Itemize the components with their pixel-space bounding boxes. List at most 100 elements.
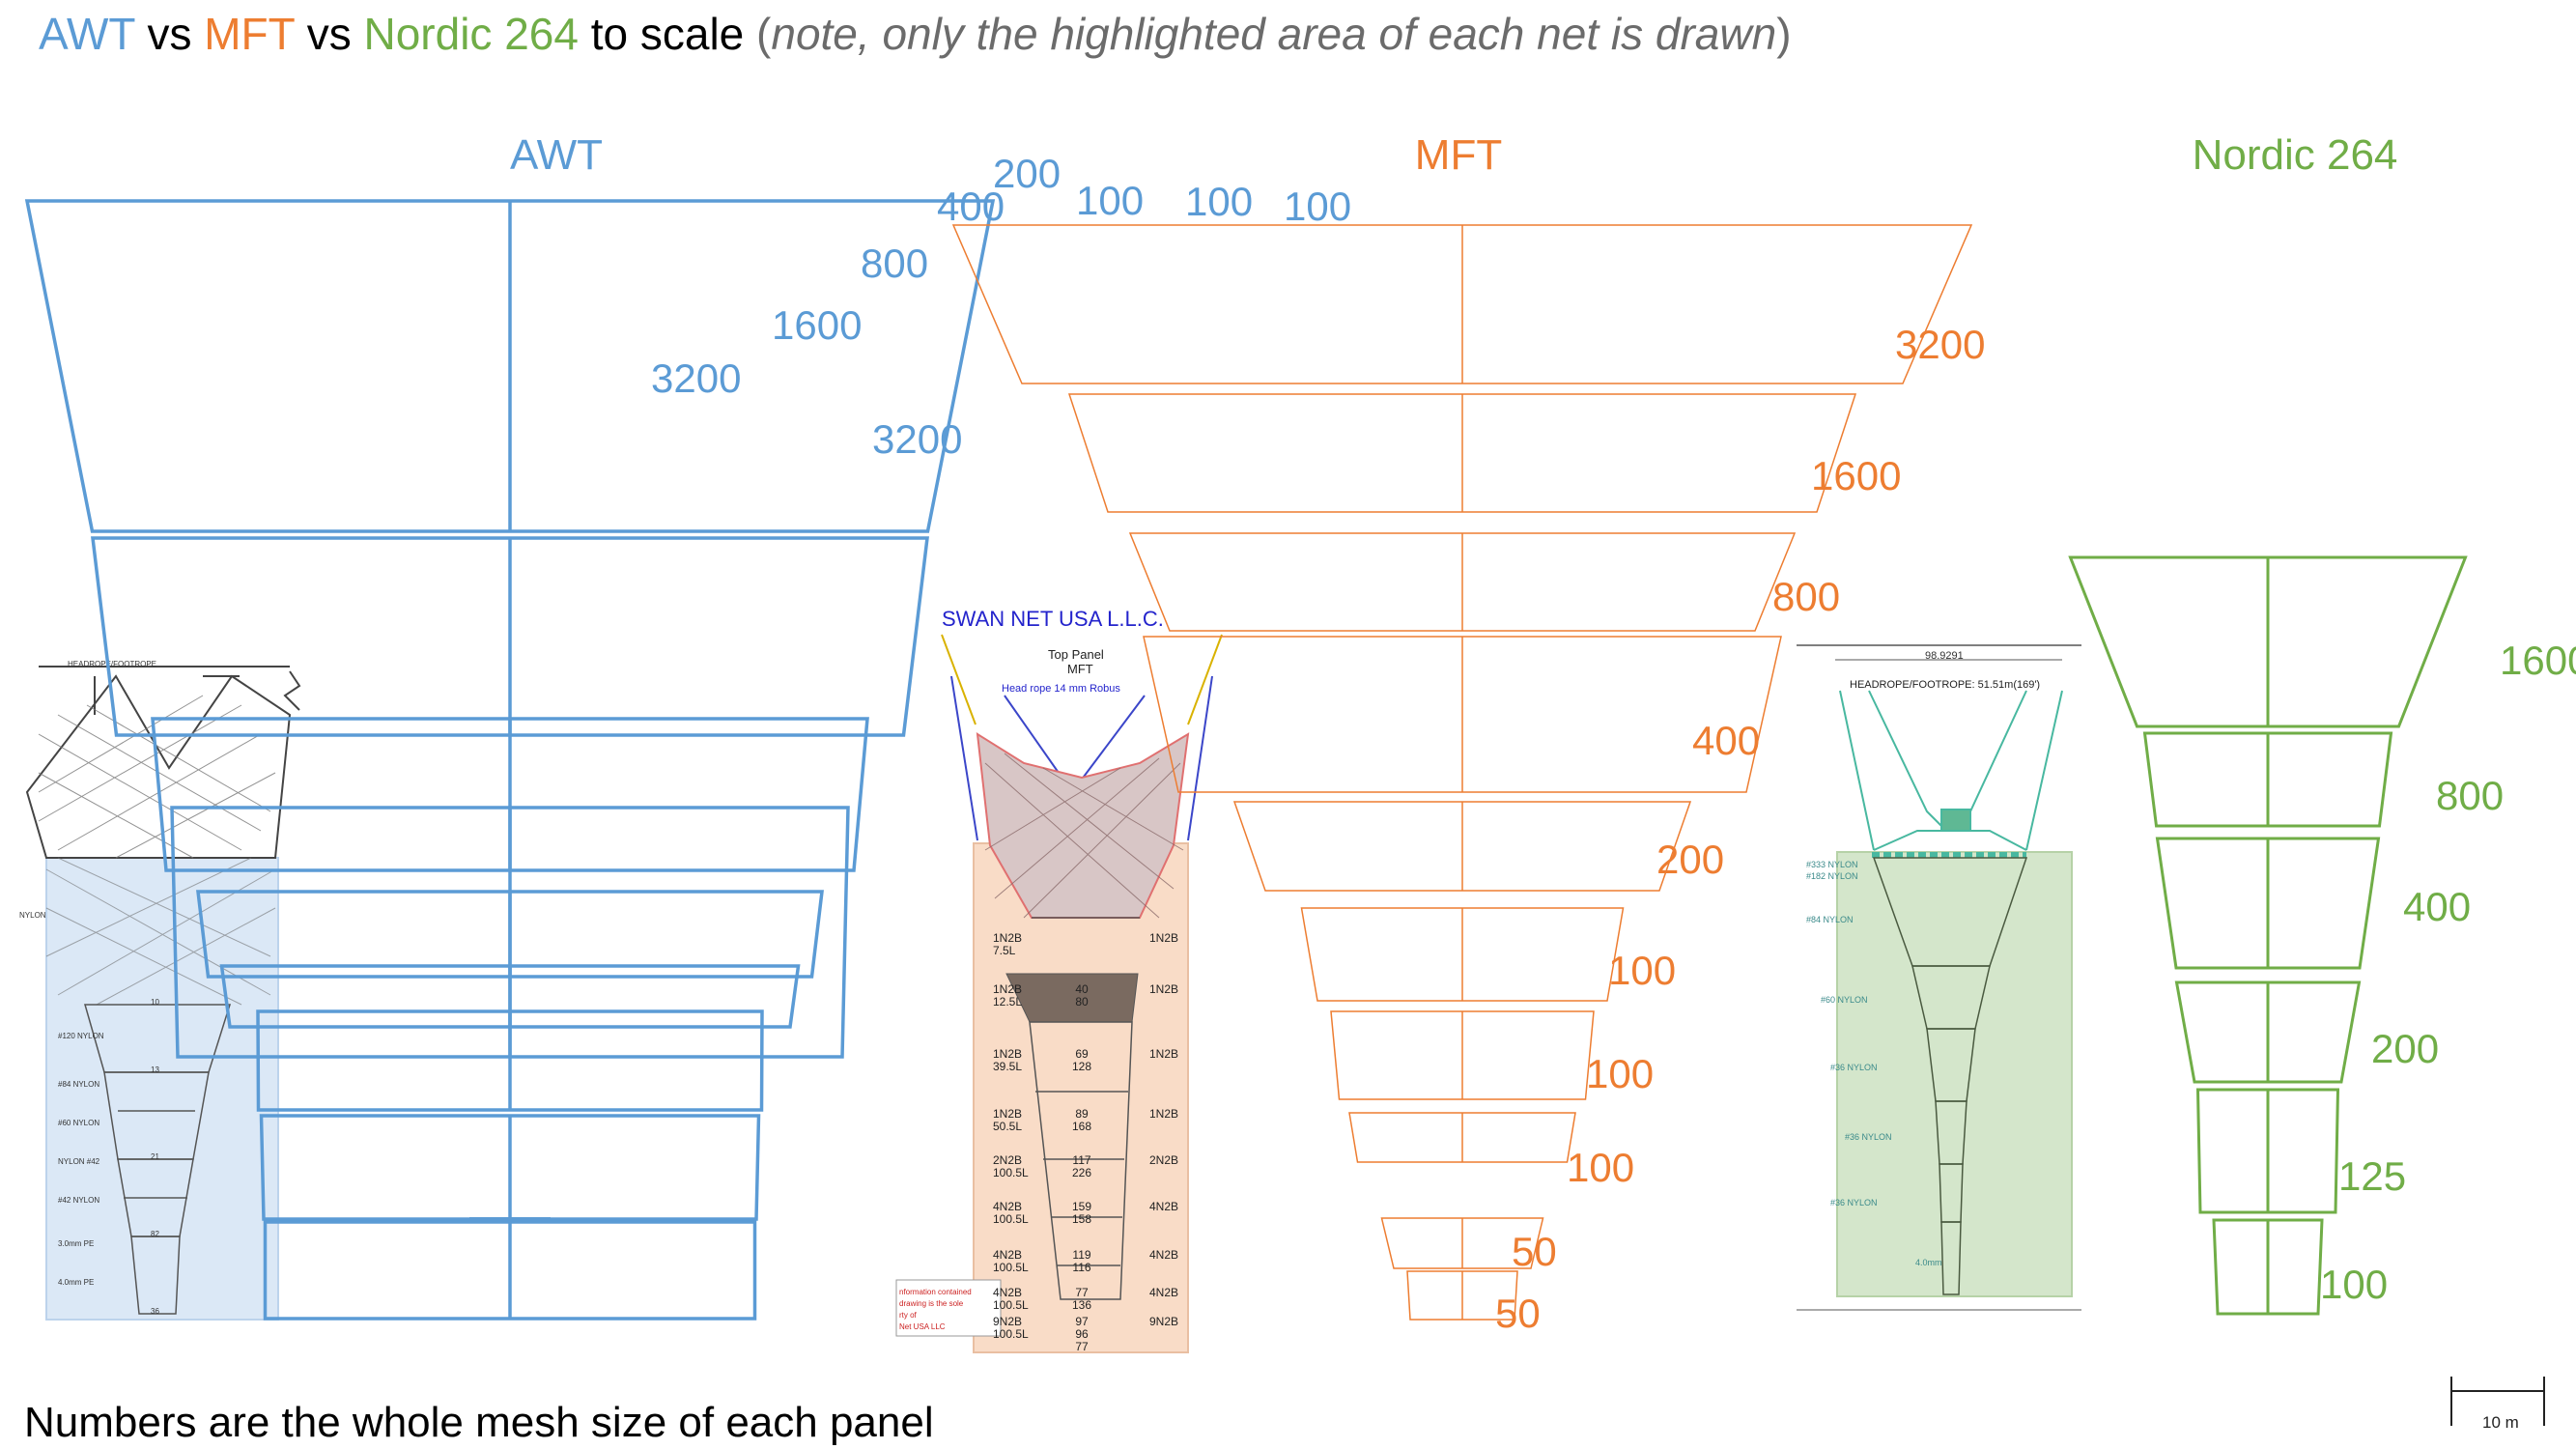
mft-panel: [951, 224, 1973, 384]
mft-net-title: MFT: [1415, 131, 1502, 179]
awt-mesh-label: 400: [937, 184, 1005, 229]
nordic-panel: [2195, 1088, 2340, 1214]
nordic-mesh-label: 800: [2436, 773, 2504, 818]
mft-row-mid-text: 159: [1072, 1200, 1091, 1213]
title-paren-close: ): [1776, 9, 1792, 59]
awt-panel: [219, 964, 801, 1029]
mft-mesh-label: 800: [1772, 574, 1840, 619]
mft-panel: [1067, 393, 1857, 513]
mft-row-mid-text: 128: [1072, 1060, 1091, 1073]
mft-row-left-text: 2N2B: [993, 1153, 1022, 1167]
svg-text:#36 NYLON: #36 NYLON: [1830, 1198, 1878, 1208]
mft-row-left-text: 100.5L: [993, 1298, 1029, 1312]
nordic-net-outline: [2068, 555, 2468, 1316]
awt-panel: [170, 806, 850, 1059]
title-note: note, only the highlighted area of each …: [771, 9, 1777, 59]
mft-panel: [1143, 636, 1782, 793]
awt-mesh-label: 3200: [651, 355, 741, 401]
svg-text:#60 NYLON: #60 NYLON: [1821, 995, 1868, 1005]
svg-text:4.0mm: 4.0mm: [1915, 1258, 1942, 1267]
mft-panel: [1128, 532, 1797, 632]
svg-text:13: 13: [151, 1065, 159, 1074]
svg-text:#182 NYLON: #182 NYLON: [1806, 871, 1858, 881]
svg-text:#84 NYLON: #84 NYLON: [58, 1080, 99, 1089]
mft-row-left-text: 1N2B: [993, 1107, 1022, 1121]
svg-text:#120 NYLON: #120 NYLON: [58, 1032, 104, 1040]
awt-mesh-label: 100: [1076, 178, 1144, 223]
nordic-panel: [2174, 980, 2362, 1084]
awt-mesh-label: 100: [1185, 179, 1253, 224]
awt-panel: [151, 717, 869, 872]
title-nordic: Nordic 264: [363, 9, 579, 59]
mft-row-right-text: 1N2B: [1149, 1047, 1178, 1061]
mft-mesh-label: 3200: [1895, 322, 1985, 367]
svg-text:4.0mm PE: 4.0mm PE: [58, 1278, 94, 1287]
mft-panel: [1348, 1112, 1576, 1163]
awt-panel: [196, 890, 824, 979]
mft-panel: [1300, 907, 1625, 1002]
mft-row-right-text: 1N2B: [1149, 1107, 1178, 1121]
mft-highlight-area: [973, 842, 1189, 1353]
mft-row-left-text: 100.5L: [993, 1327, 1029, 1341]
mft-row-mid-text: 77: [1075, 1286, 1089, 1299]
title-paren-open: (: [756, 9, 772, 59]
title-vs-2: vs: [294, 9, 364, 59]
mft-panel: [1330, 1010, 1595, 1100]
mft-row-mid-text: 80: [1075, 995, 1089, 1009]
title-mft: MFT: [204, 9, 295, 59]
svg-text:#36 NYLON: #36 NYLON: [1845, 1132, 1892, 1142]
mft-drawing-net: MFT: [1067, 662, 1093, 676]
nordic-mesh-label: 400: [2403, 884, 2471, 929]
nordic-mesh-label: 200: [2371, 1026, 2439, 1071]
title-vs-1: vs: [134, 9, 205, 59]
scale-bar: 10 m: [2450, 1377, 2545, 1432]
nordic-mesh-label: 125: [2338, 1153, 2406, 1199]
svg-text:10: 10: [151, 998, 159, 1007]
nordic-mesh-label: 100: [2320, 1262, 2388, 1307]
mft-row-left-text: 9N2B: [993, 1315, 1022, 1328]
awt-panel: [256, 1009, 764, 1112]
svg-text:#333 NYLON: #333 NYLON: [1806, 860, 1858, 869]
title-awt: AWT: [39, 9, 135, 59]
mft-row-left-text: 100.5L: [993, 1166, 1029, 1179]
mft-row-left-text: 100.5L: [993, 1261, 1029, 1274]
mft-row-right-text: 1N2B: [1149, 931, 1178, 945]
nordic-mesh-label: 1600: [2500, 638, 2576, 683]
mft-row-right-text: 4N2B: [1149, 1286, 1178, 1299]
mft-row-mid-text: 69: [1075, 1047, 1089, 1061]
mft-row-left-text: 1N2B: [993, 982, 1022, 996]
mft-drawing-company: SWAN NET USA L.L.C.: [942, 607, 1164, 631]
mft-row-mid-text: 226: [1072, 1166, 1091, 1179]
svg-text:NYLON: NYLON: [19, 911, 46, 920]
mft-net-outline: [951, 224, 1973, 1321]
mft-mesh-label: 100: [1567, 1145, 1634, 1190]
awt-mesh-label: 1600: [772, 302, 862, 348]
mft-mesh-label: 1600: [1811, 453, 1901, 498]
nordic-highlight-area: [1836, 851, 2073, 1297]
mft-mesh-label: 50: [1495, 1291, 1541, 1336]
mft-row-mid-text: 136: [1072, 1298, 1091, 1312]
mft-row-right-text: 1N2B: [1149, 982, 1178, 996]
nordic-drawing-inset: 98.9291 HEADROPE/FOOTROPE: 51.51m(169') …: [1797, 644, 2081, 1311]
svg-text:#84 NYLON: #84 NYLON: [1806, 915, 1854, 924]
svg-text:#36 NYLON: #36 NYLON: [1830, 1063, 1878, 1072]
awt-net-title: AWT: [510, 131, 603, 179]
svg-text:3.0mm PE: 3.0mm PE: [58, 1239, 94, 1248]
svg-text:#60 NYLON: #60 NYLON: [58, 1119, 99, 1127]
mft-dark-mesh: [1005, 973, 1139, 1023]
mft-row-mid-text: 89: [1075, 1107, 1089, 1121]
mft-drawing-panel: Top Panel: [1048, 647, 1104, 662]
mft-row-mid-text: 116: [1072, 1261, 1090, 1274]
mft-row-mid-text: 158: [1072, 1212, 1091, 1226]
mft-row-left-text: 100.5L: [993, 1212, 1029, 1226]
svg-text:nformation contained: nformation contained: [899, 1288, 972, 1296]
page-title: AWT vs MFT vs Nordic 264 to scale (note,…: [39, 8, 1792, 60]
nordic-net-title: Nordic 264: [2193, 131, 2398, 179]
mft-row-left-text: 1N2B: [993, 1047, 1022, 1061]
awt-mesh-label: 3200: [872, 416, 962, 462]
mft-row-mid-text: 119: [1072, 1248, 1090, 1262]
mft-mesh-label: 100: [1586, 1051, 1654, 1096]
mft-row-mid-text: 117: [1072, 1153, 1090, 1167]
mft-row-mid-text: 96: [1075, 1327, 1089, 1341]
